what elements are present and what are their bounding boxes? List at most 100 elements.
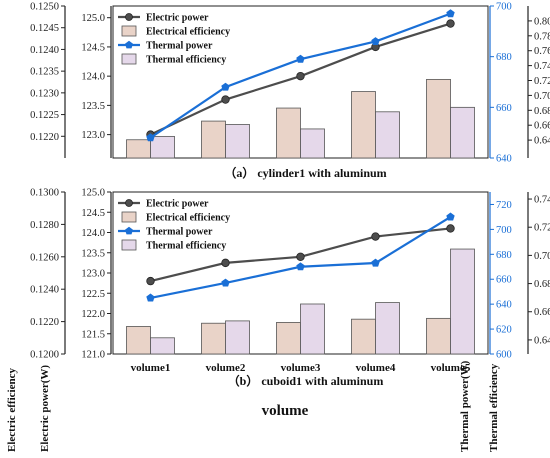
axis-thermal-efficiency-tick-label: 0.76 (534, 46, 550, 57)
legend-label: Thermal efficiency (146, 55, 226, 66)
axis-thermal-efficiency-tick-label: 0.74 (534, 195, 550, 206)
bar-electrical-efficiency (276, 107, 301, 159)
electric-power-point (221, 258, 230, 268)
bar-thermal-efficiency (375, 111, 400, 159)
axis-thermal-power-tick-label: 620 (496, 325, 512, 336)
axis-thermal-power-tick-label: 700 (496, 225, 512, 236)
legend-swatch-marker (125, 226, 133, 235)
axis-thermal-power-tick-label: 640 (496, 154, 512, 165)
legend-swatch-marker (125, 13, 133, 21)
x-axis-title: volume (262, 403, 309, 419)
thermal-power-point (371, 37, 380, 45)
bar-electrical-efficiency (126, 139, 151, 159)
bar-thermal-efficiency (375, 302, 400, 355)
thermal-power-point (146, 133, 155, 142)
bar-electrical-efficiency (276, 322, 301, 355)
legend: Electric power Electrical efficiency Therm… (118, 13, 230, 66)
electric-power-point (371, 232, 380, 241)
axis-thermal-power-tick-label: 720 (496, 200, 512, 211)
axis-title-thermal-power: Thermal power(W) (459, 360, 471, 452)
axis-thermal-efficiency-tick-label: 0.72 (534, 76, 550, 87)
legend-swatch-bar (121, 53, 137, 65)
bar-electrical-efficiency (201, 120, 226, 159)
axis-electric-efficiency-tick-label: 0.1260 (30, 252, 59, 263)
thermal-power-point (446, 9, 455, 18)
thermal-power-point (446, 212, 455, 221)
bar-thermal-efficiency (300, 128, 325, 159)
electric-power-point (146, 276, 155, 286)
axis-electric-power-tick-label: 124.0 (81, 228, 105, 239)
bar-thermal-efficiency (150, 135, 175, 159)
thermal-power-point (221, 278, 230, 287)
axis-title-thermal-efficiency: Thermal efficiency (488, 363, 500, 452)
axis-electric-power-tick-label: 124.0 (81, 72, 105, 83)
axis-electric-power-tick-label: 125.0 (81, 188, 105, 199)
bar-thermal-efficiency (225, 124, 250, 159)
axis-thermal-power-tick-label: 660 (496, 103, 512, 114)
x-tick-label: volume3 (281, 362, 321, 374)
bar-thermal-efficiency (150, 337, 175, 355)
bar-electrical-efficiency (351, 318, 376, 355)
axis-electric-power-tick-label: 124.5 (81, 208, 105, 219)
axis-electric-efficiency-tick-label: 0.1235 (30, 67, 59, 78)
axis-thermal-efficiency-tick-label: 0.80 (534, 16, 550, 27)
panel-a: Electric power Electrical efficiency Therm… (112, 5, 489, 180)
axis-electric-power-tick-label: 122.5 (81, 289, 105, 300)
bar-electrical-efficiency (351, 91, 376, 159)
axis-electric-power-tick-label: 123.5 (81, 248, 105, 259)
axis-electric-power-tick-label: 123.5 (81, 101, 105, 112)
axis-electric-efficiency-tick-label: 0.1200 (30, 350, 59, 361)
axis-electric-power: 123.0 123.5 124.0 124.5 125.0 (81, 6, 112, 158)
axis-electric-efficiency-tick-label: 0.1300 (30, 188, 59, 199)
axis-electric-efficiency-tick-label: 0.1225 (30, 110, 59, 121)
panel-b: Electric power Electrical efficiency Therm… (112, 191, 489, 388)
legend-label: Thermal efficiency (146, 241, 226, 252)
electric-power-point (446, 224, 455, 233)
axis-thermal-efficiency-tick-label: 0.78 (534, 31, 550, 42)
legend-label: Electrical efficiency (146, 27, 230, 38)
axis-electric-efficiency: 0.1220 0.1225 0.1230 0.1235 0.1240 0.1245 0.12… (30, 2, 66, 158)
axis-electric-power-tick-label: 122.0 (81, 309, 105, 320)
axis-electric-efficiency-tick-label: 0.1220 (30, 317, 59, 328)
bar-thermal-efficiency (450, 106, 475, 159)
axis-thermal-power-tick-label: 600 (496, 350, 512, 361)
legend-label: Electric power (146, 13, 209, 24)
axis-thermal-efficiency-tick-label: 0.74 (534, 61, 550, 72)
axis-electric-power-tick-label: 123.0 (81, 269, 105, 280)
thermal-power-point (146, 293, 155, 302)
bar-electrical-efficiency (426, 78, 451, 159)
legend-swatch-bar (121, 239, 137, 251)
axis-thermal-power-tick-label: 680 (496, 250, 512, 261)
legend-swatch-marker (125, 40, 133, 49)
axis-thermal-power: 640 660 680 700 (489, 2, 512, 165)
axis-title-electric-efficiency: Electric efficiency (6, 368, 18, 452)
axis-thermal-power-tick-label: 640 (496, 300, 512, 311)
x-tick-label: volume4 (356, 362, 396, 374)
axis-electric-power-tick-label: 125.0 (81, 13, 105, 24)
thermal-power-point (296, 54, 305, 63)
panel-caption: （b） cuboid1 with aluminum (228, 373, 384, 388)
bar-electrical-efficiency (126, 326, 151, 355)
axis-thermal-efficiency-tick-label: 0.68 (534, 279, 550, 290)
axis-electric-efficiency-tick-label: 0.1230 (30, 88, 59, 99)
axis-thermal-efficiency: 0.64 0.66 0.68 0.70 0.72 0.74 0.76 0.78 0.80 (527, 6, 550, 158)
legend-label: Electric power (146, 199, 209, 210)
axis-thermal-efficiency-tick-label: 0.70 (534, 91, 550, 102)
axis-electric-efficiency-tick-label: 0.1245 (30, 23, 59, 34)
bar-thermal-efficiency (225, 320, 250, 355)
axis-thermal-efficiency: 0.64 0.66 0.68 0.70 0.72 0.74 (527, 192, 550, 354)
axis-electric-power: 121.0 121.5 122.0 122.5 123.0 123.5 124.0 124.5… (81, 188, 112, 361)
axis-electric-power-tick-label: 123.0 (81, 130, 105, 141)
axis-thermal-power-tick-label: 680 (496, 52, 512, 63)
bar-thermal-efficiency (300, 303, 325, 355)
legend: Electric power Electrical efficiency Therm… (118, 199, 230, 252)
axis-electric-power-tick-label: 121.5 (81, 329, 105, 340)
panel-caption: （a） cylinder1 with aluminum (224, 165, 386, 180)
x-tick-label: volume2 (206, 362, 246, 374)
x-tick-label: volume1 (131, 362, 171, 374)
legend-swatch-bar (121, 211, 137, 223)
electric-power-point (296, 252, 305, 261)
axis-electric-power-tick-label: 124.5 (81, 42, 105, 53)
axis-title-electric-power: Electric power(W) (39, 365, 51, 452)
